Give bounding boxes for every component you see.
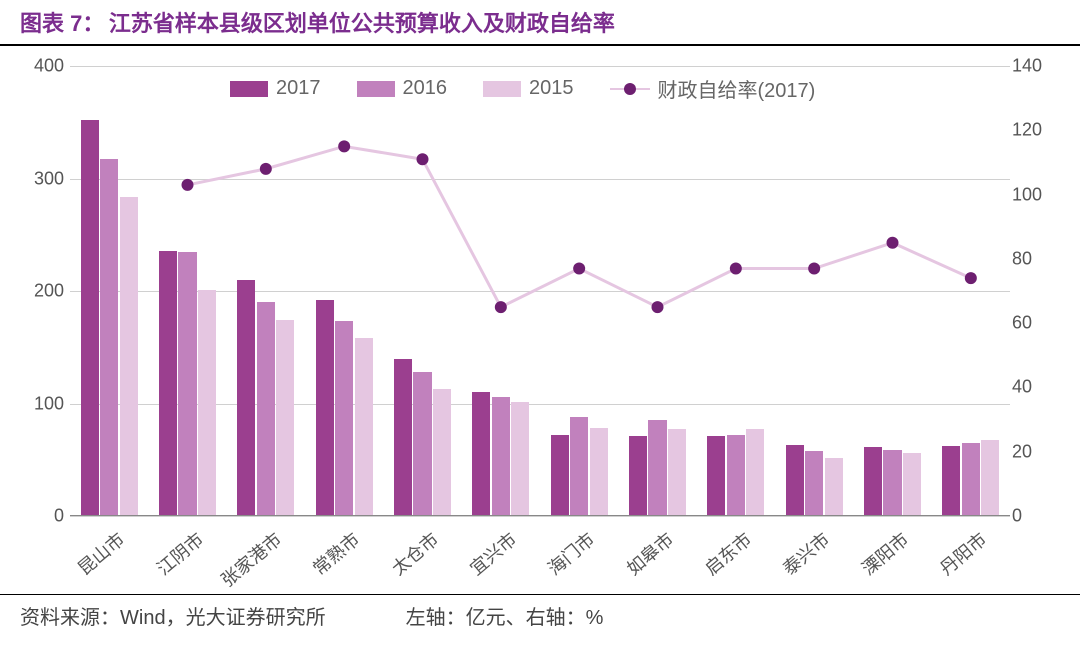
footer-axes-note: 左轴：亿元、右轴：% xyxy=(406,601,604,630)
y-right-tick: 140 xyxy=(1012,56,1068,77)
plot-area: 昆山市江阴市张家港市常熟市太仓市宜兴市海门市如皋市启东市泰兴市溧阳市丹阳市 xyxy=(70,66,1010,516)
x-category-label: 江阴市 xyxy=(150,526,208,581)
x-category-label: 溧阳市 xyxy=(855,526,913,581)
x-category-label: 太仓市 xyxy=(385,526,443,581)
x-category-label: 常熟市 xyxy=(307,526,365,581)
legend-label: 2015 xyxy=(529,77,574,100)
y-left-tick: 400 xyxy=(8,56,64,77)
legend: 2017 2016 2015 财政自给率(2017) xyxy=(230,74,1020,103)
y-left-tick: 100 xyxy=(8,393,64,414)
x-category-label: 启东市 xyxy=(698,526,756,581)
y-right-tick: 80 xyxy=(1012,248,1068,269)
figure-7: 图表 7： 江苏省样本县级区划单位公共预算收入及财政自给率 0100200300… xyxy=(0,0,1080,654)
legend-item-y2015: 2015 xyxy=(483,77,574,100)
x-category-label: 泰兴市 xyxy=(777,526,835,581)
y-left-tick: 0 xyxy=(8,506,64,527)
x-category-label: 如皋市 xyxy=(620,526,678,581)
y-right-tick: 20 xyxy=(1012,441,1068,462)
legend-label: 2017 xyxy=(276,77,321,100)
y-axis-right: 020406080100120140 xyxy=(1012,66,1072,516)
legend-item-y2017: 2017 xyxy=(230,77,321,100)
y-left-tick: 300 xyxy=(8,168,64,189)
x-category-label: 丹阳市 xyxy=(933,526,991,581)
y-right-tick: 0 xyxy=(1012,506,1068,527)
legend-label: 财政自给率(2017) xyxy=(658,74,816,103)
figure-footer: 资料来源：Wind，光大证券研究所 左轴：亿元、右轴：% xyxy=(0,595,1080,630)
figure-title: 图表 7： 江苏省样本县级区划单位公共预算收入及财政自给率 xyxy=(0,0,1080,42)
legend-label: 2016 xyxy=(403,77,448,100)
x-category-label: 张家港市 xyxy=(215,526,287,592)
legend-swatch xyxy=(483,81,521,97)
y-right-tick: 40 xyxy=(1012,377,1068,398)
legend-line-swatch xyxy=(610,81,650,97)
x-labels: 昆山市江阴市张家港市常熟市太仓市宜兴市海门市如皋市启东市泰兴市溧阳市丹阳市 xyxy=(70,66,1010,516)
y-left-tick: 200 xyxy=(8,281,64,302)
legend-item-line: 财政自给率(2017) xyxy=(610,74,816,103)
figure-number: 图表 7： xyxy=(20,11,104,36)
grid-line xyxy=(70,516,1010,517)
y-right-tick: 100 xyxy=(1012,184,1068,205)
plot-wrap: 0 100 200 300 400 0 20 40 60 80 100 120 140 昆山市江阴市张… xyxy=(0,46,1080,594)
figure-title-text: 江苏省样本县级区划单位公共预算收入及财政自给率 xyxy=(109,11,615,36)
legend-swatch xyxy=(357,81,395,97)
y-axis-left: 0100200300400 xyxy=(8,66,68,516)
x-category-label: 昆山市 xyxy=(72,526,130,581)
x-category-label: 宜兴市 xyxy=(463,526,521,581)
y-right-tick: 60 xyxy=(1012,313,1068,334)
footer-source: 资料来源：Wind，光大证券研究所 xyxy=(20,601,326,630)
legend-item-y2016: 2016 xyxy=(357,77,448,100)
y-right-tick: 120 xyxy=(1012,120,1068,141)
legend-swatch xyxy=(230,81,268,97)
x-category-label: 海门市 xyxy=(542,526,600,581)
